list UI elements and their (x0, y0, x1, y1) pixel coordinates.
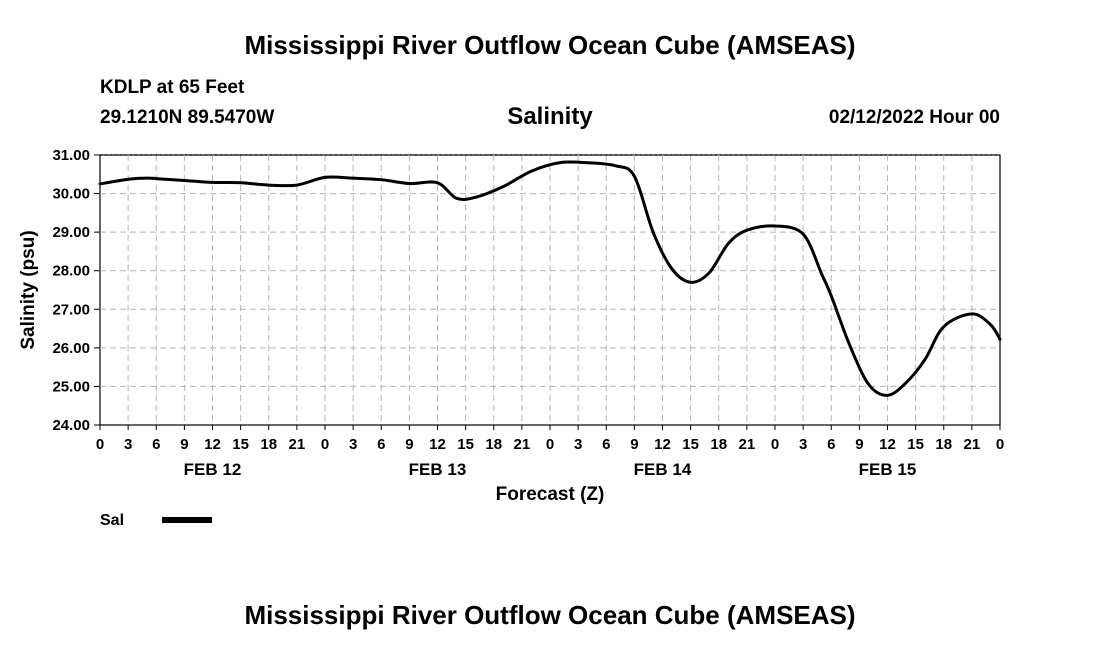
station-label: KDLP at 65 Feet (100, 77, 245, 98)
x-tick-label: 9 (405, 436, 413, 453)
x-tick-label: 3 (124, 436, 132, 453)
x-tick-label: 0 (546, 436, 554, 453)
x-tick-label: 9 (180, 436, 188, 453)
x-tick-label: 0 (321, 436, 329, 453)
x-tick-label: 9 (630, 436, 638, 453)
x-tick-label: 0 (771, 436, 779, 453)
x-tick-label: 18 (710, 436, 727, 453)
day-label: FEB 14 (634, 460, 692, 479)
x-tick-label: 21 (289, 436, 306, 453)
x-tick-label: 21 (964, 436, 981, 453)
day-label: FEB 13 (409, 460, 467, 479)
series-line-sal (98, 160, 1002, 397)
x-tick-label: 21 (514, 436, 531, 453)
x-tick-label: 9 (855, 436, 863, 453)
x-tick-label: 18 (935, 436, 952, 453)
x-tick-label: 18 (485, 436, 502, 453)
day-label: FEB 12 (184, 460, 242, 479)
plot-title: Salinity (507, 103, 593, 130)
y-tick-label: 24.00 (52, 417, 90, 434)
x-tick-label: 3 (349, 436, 357, 453)
x-tick-label: 12 (204, 436, 221, 453)
coords-label: 29.1210N 89.5470W (100, 107, 275, 128)
page-title-top: Mississippi River Outflow Ocean Cube (AM… (244, 30, 856, 60)
x-tick-label: 3 (799, 436, 807, 453)
x-tick-label: 12 (654, 436, 671, 453)
x-tick-label: 15 (232, 436, 249, 453)
y-tick-label: 29.00 (52, 224, 90, 241)
x-tick-label: 15 (907, 436, 924, 453)
x-tick-label: 15 (682, 436, 699, 453)
x-tick-label: 12 (429, 436, 446, 453)
y-tick-label: 31.00 (52, 147, 90, 164)
x-tick-label: 3 (574, 436, 582, 453)
x-tick-label: 6 (602, 436, 610, 453)
x-tick-label: 6 (827, 436, 835, 453)
legend-swatch (162, 517, 212, 523)
day-label: FEB 15 (859, 460, 917, 479)
y-tick-label: 27.00 (52, 301, 90, 318)
y-tick-label: 25.00 (52, 378, 90, 395)
y-tick-label: 28.00 (52, 263, 90, 280)
x-tick-label: 18 (260, 436, 277, 453)
legend-label: Sal (100, 512, 124, 529)
x-tick-label: 12 (879, 436, 896, 453)
run-time-label: 02/12/2022 Hour 00 (828, 107, 1000, 128)
y-axis-label: Salinity (psu) (18, 230, 39, 349)
y-tick-label: 30.00 (52, 186, 90, 203)
x-tick-label: 21 (739, 436, 756, 453)
y-tick-label: 26.00 (52, 340, 90, 357)
x-axis-label: Forecast (Z) (496, 484, 605, 505)
x-tick-label: 0 (996, 436, 1004, 453)
x-tick-label: 15 (457, 436, 474, 453)
page-title-bottom: Mississippi River Outflow Ocean Cube (AM… (244, 600, 856, 630)
x-tick-label: 6 (152, 436, 160, 453)
x-tick-label: 6 (377, 436, 385, 453)
x-tick-label: 0 (96, 436, 104, 453)
